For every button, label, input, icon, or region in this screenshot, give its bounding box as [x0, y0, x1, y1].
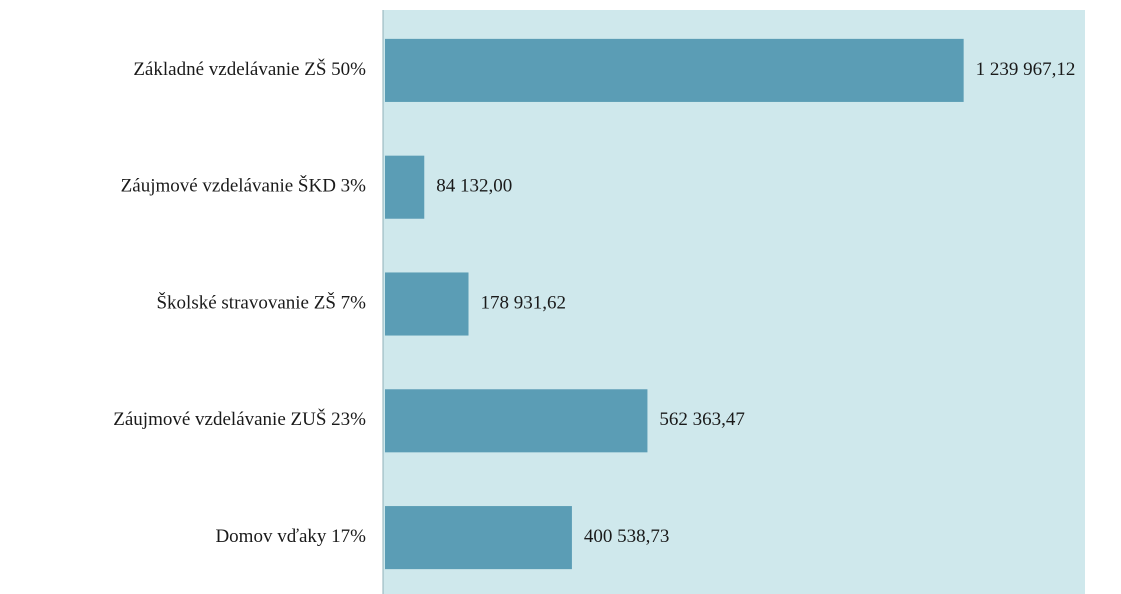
- y-tick-label: Záujmové vzdelávanie ZUŠ 23%: [113, 408, 366, 430]
- y-tick-label: Základné vzdelávanie ZŠ 50%: [133, 58, 366, 80]
- value-label: 1 239 967,12: [976, 59, 1076, 80]
- y-tick-label: Domov vďaky 17%: [215, 526, 366, 547]
- plot-area: [383, 10, 1085, 594]
- value-label: 178 931,62: [481, 292, 567, 313]
- bar: [385, 155, 425, 219]
- bar: [385, 38, 964, 102]
- value-label: 84 132,00: [436, 176, 512, 197]
- y-tick-label: Školské stravovanie ZŠ 7%: [156, 291, 366, 313]
- bar: [385, 506, 572, 570]
- value-label: 562 363,47: [659, 409, 745, 430]
- bar: [385, 389, 648, 453]
- bar: [385, 272, 469, 336]
- y-tick-label: Záujmové vzdelávanie ŠKD 3%: [121, 175, 367, 197]
- value-label: 400 538,73: [584, 526, 670, 547]
